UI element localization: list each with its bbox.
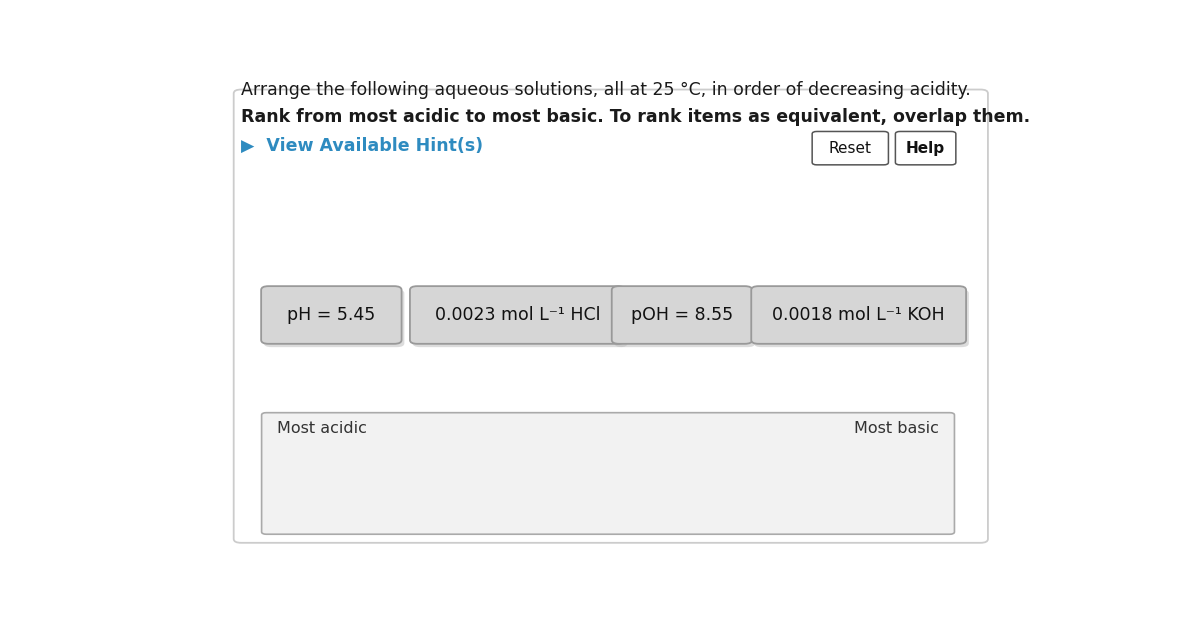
Text: Help: Help xyxy=(906,141,946,155)
FancyBboxPatch shape xyxy=(812,131,888,165)
Text: 0.0018 mol L⁻¹ KOH: 0.0018 mol L⁻¹ KOH xyxy=(773,306,944,324)
Text: 0.0023 mol L⁻¹ HCl: 0.0023 mol L⁻¹ HCl xyxy=(434,306,600,324)
FancyBboxPatch shape xyxy=(234,90,988,543)
FancyBboxPatch shape xyxy=(751,286,966,344)
Text: Rank from most acidic to most basic. To rank items as equivalent, overlap them.: Rank from most acidic to most basic. To … xyxy=(241,108,1031,126)
FancyBboxPatch shape xyxy=(612,286,752,344)
FancyBboxPatch shape xyxy=(895,131,956,165)
FancyBboxPatch shape xyxy=(410,286,625,344)
Text: Most basic: Most basic xyxy=(853,421,938,436)
FancyBboxPatch shape xyxy=(262,286,402,344)
FancyBboxPatch shape xyxy=(262,413,954,534)
Text: Most acidic: Most acidic xyxy=(277,421,367,436)
Text: pH = 5.45: pH = 5.45 xyxy=(287,306,376,324)
FancyBboxPatch shape xyxy=(264,290,404,347)
Text: pOH = 8.55: pOH = 8.55 xyxy=(631,306,733,324)
FancyBboxPatch shape xyxy=(614,290,755,347)
FancyBboxPatch shape xyxy=(413,290,628,347)
FancyBboxPatch shape xyxy=(754,290,968,347)
Text: Reset: Reset xyxy=(829,141,871,155)
Text: Arrange the following aqueous solutions, all at 25 °C, in order of decreasing ac: Arrange the following aqueous solutions,… xyxy=(241,82,971,100)
Text: ▶  View Available Hint(s): ▶ View Available Hint(s) xyxy=(241,137,484,155)
